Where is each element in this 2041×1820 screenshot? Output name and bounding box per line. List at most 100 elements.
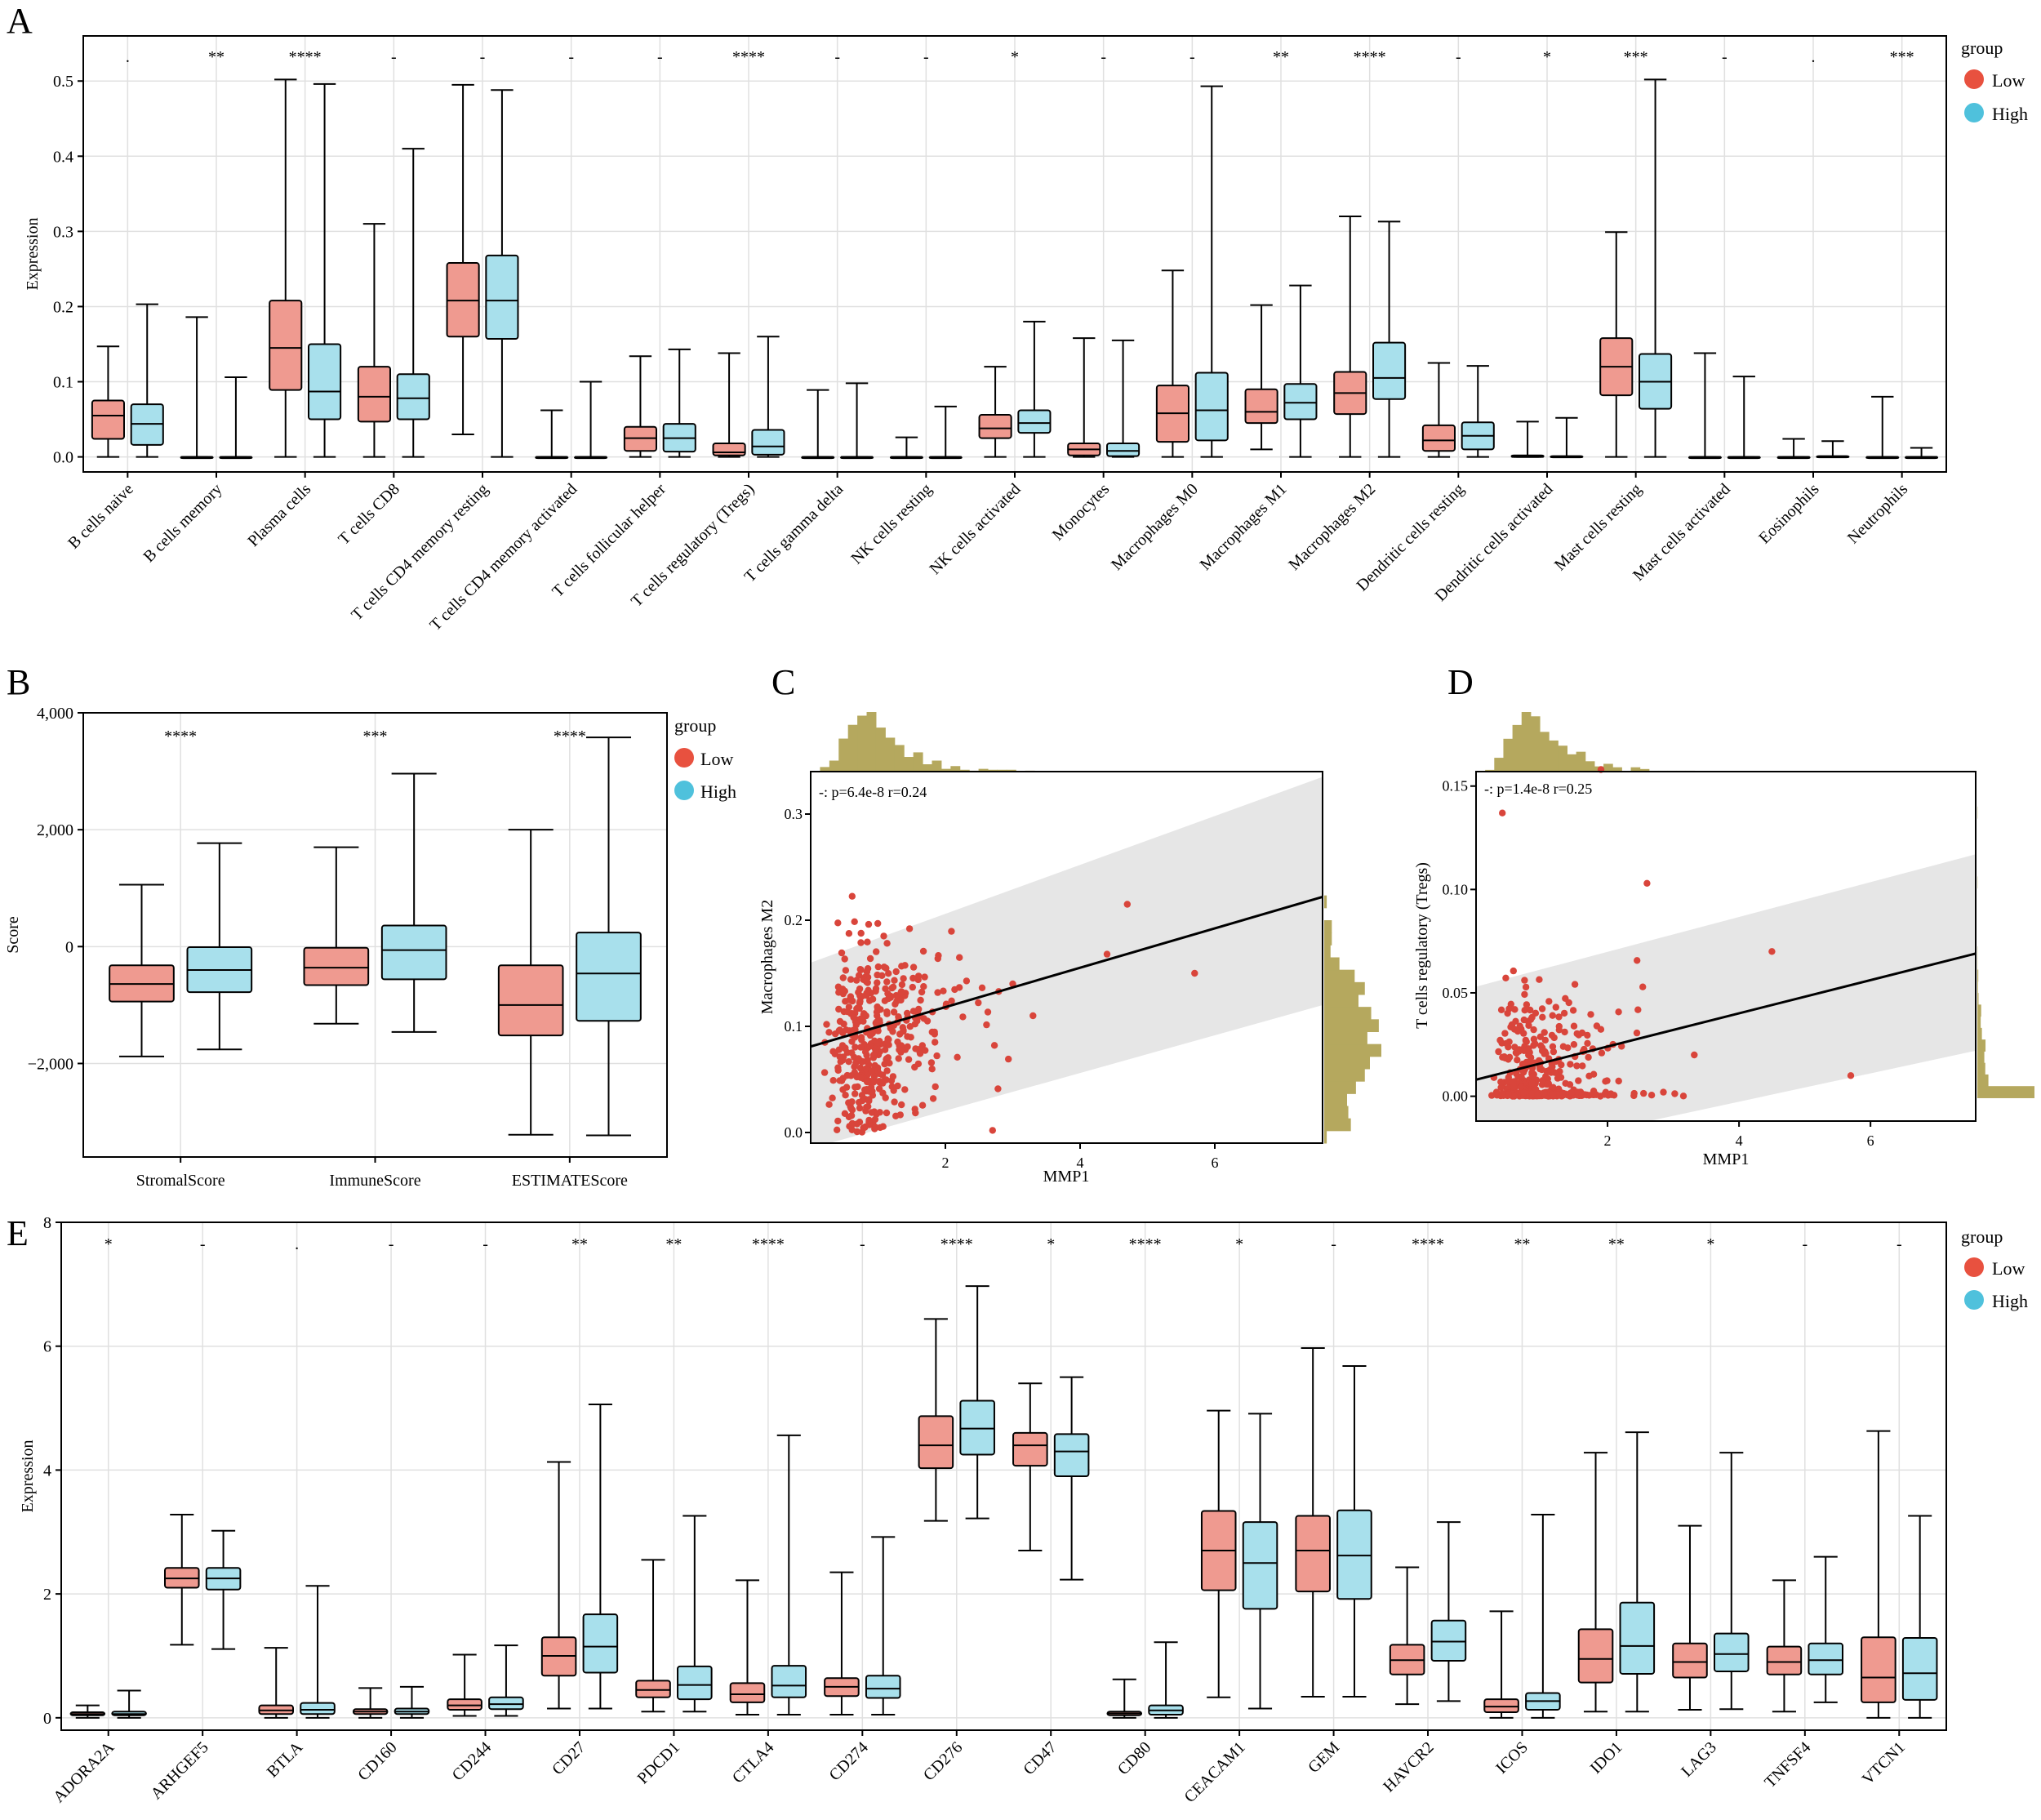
scatter-point: [928, 1066, 936, 1073]
scatter-point: [1497, 1078, 1505, 1086]
histogram-bar: [1324, 920, 1332, 933]
box-high: [1372, 220, 1407, 458]
box-low: [1067, 337, 1101, 458]
scatter-point: [1691, 1051, 1698, 1059]
histogram-bar: [847, 724, 858, 772]
scatter-point: [956, 954, 963, 961]
scatter-point: [1191, 969, 1198, 977]
box-low: [258, 1647, 295, 1719]
scatter-point: [865, 1116, 873, 1124]
histogram-bar: [1977, 1039, 1986, 1052]
scatter-point: [934, 989, 941, 996]
scatter-point: [1538, 1005, 1546, 1012]
scatter-point: [839, 974, 847, 981]
scatter-point: [836, 1017, 844, 1026]
histogram-bar: [820, 767, 830, 772]
scatter-point: [848, 1049, 856, 1057]
box-iqr: [488, 1696, 524, 1711]
x-tick-label: HAVCR2: [1380, 1738, 1437, 1796]
scatter-point: [835, 1027, 843, 1035]
y-tick-label: 8: [43, 1214, 51, 1232]
scatter-point: [1567, 1061, 1574, 1068]
scatter-point: [848, 1098, 856, 1106]
significance-label: -: [482, 1235, 488, 1253]
scatter-point: [889, 1073, 897, 1080]
y-tick-label: 0.2: [785, 912, 803, 928]
box-high: [488, 1644, 524, 1717]
histogram-bar: [1324, 1043, 1381, 1057]
scatter-point: [858, 993, 865, 1000]
scatter-point: [1499, 809, 1506, 817]
x-tick-label: ADORA2A: [50, 1738, 118, 1807]
panel-d-letter: D: [1447, 662, 1474, 702]
scatter-point: [857, 939, 865, 946]
legend-label-high: High: [1992, 1291, 2028, 1311]
scatter-point: [883, 1109, 891, 1117]
histogram-bar: [1494, 758, 1504, 772]
scatter-point: [835, 1005, 843, 1013]
x-tick-label: CD27: [549, 1738, 589, 1778]
legend-title: group: [1961, 38, 2003, 58]
histogram-bar: [1324, 1031, 1367, 1045]
box-low: [1012, 1382, 1048, 1552]
significance-label: -: [1331, 1235, 1336, 1253]
scatter-point: [847, 1112, 856, 1119]
scatter-point: [856, 972, 863, 979]
scatter-point: [1542, 1050, 1550, 1057]
scatter-point: [876, 1124, 884, 1132]
y-tick-label: −2,000: [28, 1055, 73, 1073]
box-iqr: [1242, 1521, 1278, 1610]
panel-e-frame: [60, 1221, 1947, 1731]
box-iqr: [91, 399, 125, 440]
box-iqr: [729, 1682, 766, 1703]
scatter-point: [875, 1070, 883, 1078]
box-iqr: [677, 1665, 713, 1701]
box-low: [352, 1687, 389, 1719]
scatter-point: [834, 1117, 842, 1125]
confidence-band: [1476, 854, 1976, 1121]
legend-title: group: [674, 715, 716, 736]
box-low: [1421, 362, 1456, 458]
histogram-bar: [1324, 1019, 1379, 1032]
panel-c-frame: [810, 771, 1323, 1144]
histogram-bar: [1576, 751, 1586, 772]
box-low: [1155, 269, 1189, 458]
scatter-point: [857, 966, 865, 974]
scatter-point: [1558, 1061, 1565, 1069]
x-tick-label: ImmuneScore: [329, 1172, 420, 1190]
y-tick-label: 0.0: [785, 1124, 803, 1141]
box-iqr: [635, 1680, 671, 1698]
box-iqr: [582, 1613, 619, 1674]
box-iqr: [447, 1698, 482, 1711]
scatter-point: [838, 949, 846, 957]
box-low: [635, 1559, 671, 1713]
x-tick-label: Plasma cells: [244, 480, 314, 550]
box-low: [712, 352, 746, 458]
significance-label: ****: [554, 728, 586, 745]
scatter-point: [1566, 1081, 1574, 1088]
scatter-point: [843, 1026, 850, 1034]
box-high: [186, 842, 253, 1051]
scatter-point: [934, 954, 942, 963]
scatter-point: [959, 1013, 967, 1021]
scatter-point: [856, 1104, 864, 1112]
scatter-point: [853, 1005, 860, 1012]
significance-label: .: [295, 1235, 299, 1253]
box-iqr: [303, 946, 370, 986]
significance-label: ***: [1890, 48, 1914, 66]
scatter-point: [1549, 1043, 1557, 1051]
box-high: [1336, 1364, 1372, 1698]
legend-swatch-low: [1964, 69, 1984, 89]
scatter-point: [951, 986, 958, 994]
scatter-point: [905, 1056, 913, 1063]
histogram-bar: [1324, 895, 1327, 909]
scatter-point: [927, 1059, 936, 1066]
scatter-point: [823, 1021, 830, 1028]
scatter-point: [847, 976, 855, 983]
scatter-point: [1536, 976, 1543, 983]
scatter-point: [838, 1077, 846, 1084]
box-iqr: [497, 964, 564, 1037]
scatter-point: [1521, 1007, 1528, 1014]
scatter-point: [888, 984, 896, 992]
